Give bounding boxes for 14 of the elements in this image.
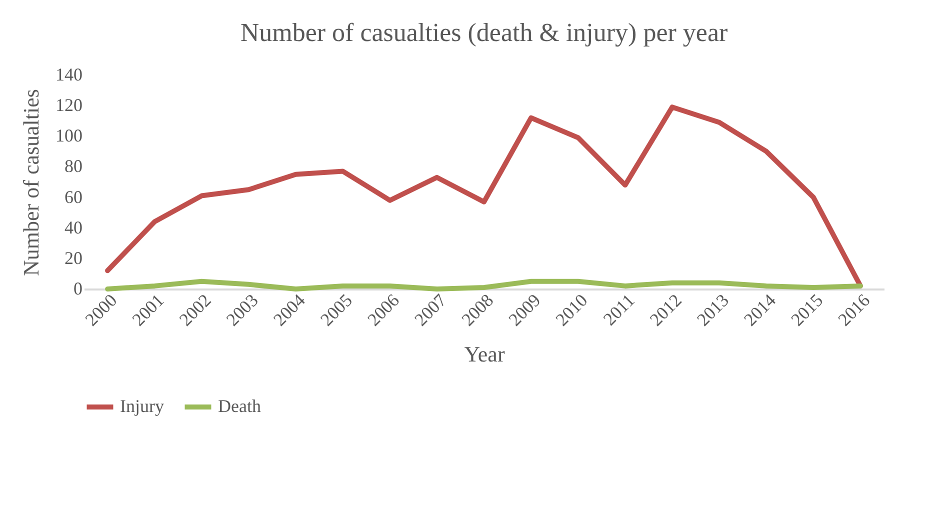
y-tick-label: 80 bbox=[64, 156, 82, 176]
legend-label: Death bbox=[218, 396, 261, 416]
y-tick-label: 0 bbox=[74, 278, 82, 298]
legend-label: Injury bbox=[120, 396, 164, 416]
chart-title: Number of casualties (death & injury) per year bbox=[240, 18, 728, 47]
y-tick-label: 40 bbox=[64, 217, 82, 238]
y-tick-label: 100 bbox=[56, 126, 82, 146]
y-tick-label: 20 bbox=[64, 248, 82, 268]
y-tick-label: 140 bbox=[56, 64, 82, 84]
x-tick-label: 2011 bbox=[599, 290, 638, 330]
y-tick-label: 120 bbox=[56, 95, 82, 116]
y-axis-title: Number of casualties bbox=[18, 89, 44, 276]
y-tick-label: 60 bbox=[64, 186, 82, 207]
x-axis-title: Year bbox=[464, 342, 506, 367]
